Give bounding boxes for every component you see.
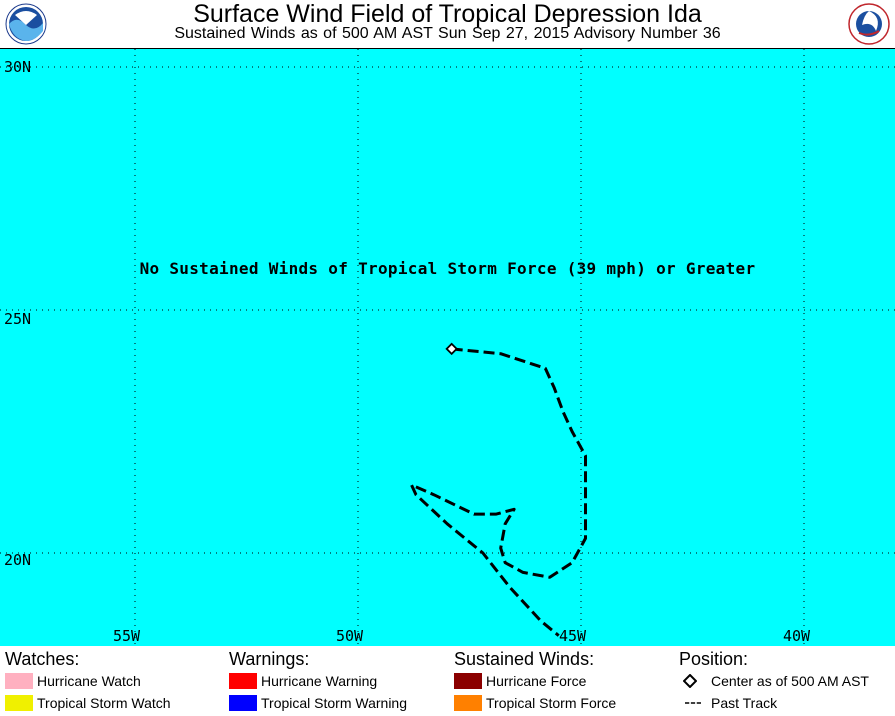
legend-item-center: Center as of 500 AM AST <box>679 670 869 692</box>
map-subtitle: Sustained Winds as of 500 AM AST Sun Sep… <box>174 25 721 42</box>
legend: Watches: Hurricane Watch Tropical Storm … <box>0 646 895 716</box>
legend-label: Tropical Storm Watch <box>37 695 171 711</box>
legend-position: Position: Center as of 500 AM AST Past T… <box>679 648 869 714</box>
nws-logo-icon <box>848 3 890 45</box>
legend-warnings-heading: Warnings: <box>229 649 310 669</box>
legend-item-hurricane-force: Hurricane Force <box>454 670 616 692</box>
legend-winds-heading: Sustained Winds: <box>454 649 595 669</box>
storm-center-marker <box>445 342 458 356</box>
lat-label-20n: 20N <box>4 551 32 569</box>
legend-label: Past Track <box>711 695 778 711</box>
diamond-icon <box>679 673 701 689</box>
map-area: 30N 25N 20N 55W 50W 45W 40W No Sustained… <box>0 48 895 646</box>
map-canvas <box>0 49 895 646</box>
legend-position-heading: Position: <box>679 649 749 669</box>
legend-item-tropical-storm-watch: Tropical Storm Watch <box>5 692 171 714</box>
legend-label: Hurricane Watch <box>37 673 141 689</box>
lon-label-50w: 50W <box>336 627 364 645</box>
lon-label-55w: 55W <box>113 627 141 645</box>
legend-item-hurricane-watch: Hurricane Watch <box>5 670 171 692</box>
legend-watches-heading: Watches: <box>5 649 80 669</box>
lon-label-45w: 45W <box>559 627 587 645</box>
legend-warnings: Warnings: Hurricane Warning Tropical Sto… <box>229 648 407 714</box>
legend-label: Hurricane Force <box>486 673 587 689</box>
header: Surface Wind Field of Tropical Depressio… <box>0 0 895 46</box>
past-track-line <box>410 347 587 637</box>
legend-item-tropical-storm-force: Tropical Storm Force <box>454 692 616 714</box>
hurricane-watch-swatch <box>5 673 33 689</box>
lat-label-25n: 25N <box>4 310 32 328</box>
tropical-storm-warning-swatch <box>229 695 257 711</box>
map-title: Surface Wind Field of Tropical Depressio… <box>193 0 702 28</box>
legend-item-hurricane-warning: Hurricane Warning <box>229 670 407 692</box>
legend-label: Tropical Storm Warning <box>261 695 408 711</box>
legend-watches: Watches: Hurricane Watch Tropical Storm … <box>5 648 171 714</box>
tropical-storm-force-swatch <box>454 695 482 711</box>
hurricane-warning-swatch <box>229 673 257 689</box>
hurricane-force-swatch <box>454 673 482 689</box>
no-winds-notice: No Sustained Winds of Tropical Storm For… <box>139 259 756 278</box>
lon-label-40w: 40W <box>783 627 811 645</box>
dashed-line-icon <box>679 695 701 711</box>
tropical-storm-watch-swatch <box>5 695 33 711</box>
legend-sustained-winds: Sustained Winds: Hurricane Force Tropica… <box>454 648 616 714</box>
lat-label-30n: 30N <box>4 58 32 76</box>
legend-label: Tropical Storm Force <box>486 695 617 711</box>
legend-item-tropical-storm-warning: Tropical Storm Warning <box>229 692 407 714</box>
legend-item-past-track: Past Track <box>679 692 869 714</box>
legend-label: Center as of 500 AM AST <box>711 673 869 689</box>
noaa-logo-icon <box>5 3 47 45</box>
legend-label: Hurricane Warning <box>261 673 378 689</box>
